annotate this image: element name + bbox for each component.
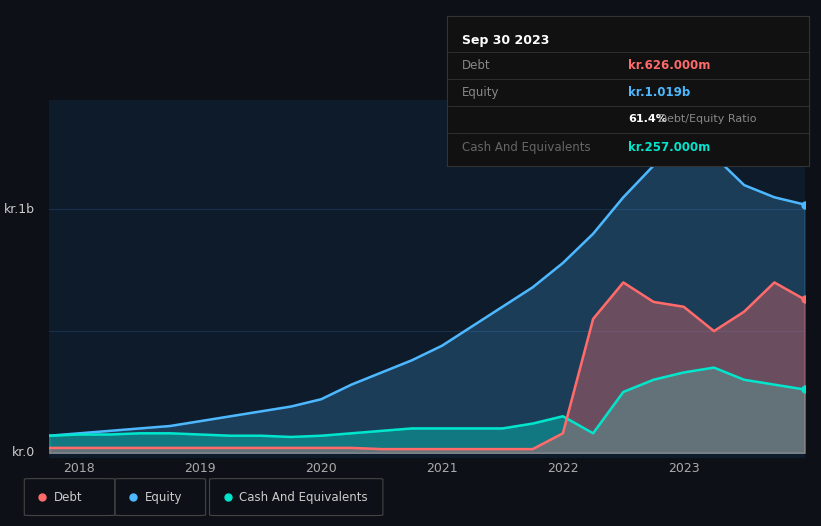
Text: Sep 30 2023: Sep 30 2023 — [462, 34, 549, 47]
Text: kr.1.019b: kr.1.019b — [628, 86, 690, 99]
Text: kr.626.000m: kr.626.000m — [628, 59, 710, 72]
Text: Debt/Equity Ratio: Debt/Equity Ratio — [655, 114, 757, 124]
Text: Equity: Equity — [462, 86, 499, 99]
Text: Cash And Equivalents: Cash And Equivalents — [462, 141, 590, 154]
Text: 61.4%: 61.4% — [628, 114, 667, 124]
Text: Cash And Equivalents: Cash And Equivalents — [240, 491, 368, 503]
Text: Debt: Debt — [462, 59, 490, 72]
Text: kr.1b: kr.1b — [4, 203, 34, 216]
Text: Equity: Equity — [144, 491, 182, 503]
Text: kr.0: kr.0 — [11, 446, 34, 459]
Text: kr.257.000m: kr.257.000m — [628, 141, 710, 154]
Text: Debt: Debt — [54, 491, 83, 503]
